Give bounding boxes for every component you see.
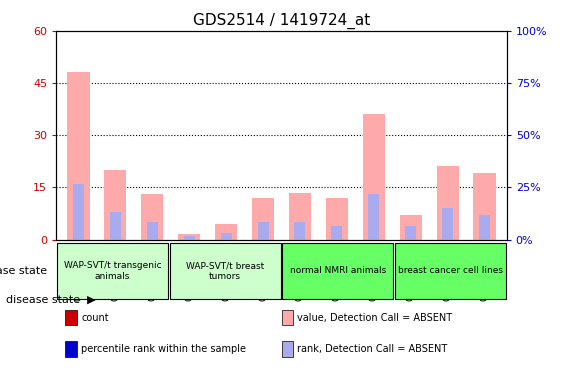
Bar [326,198,348,240]
Text: count: count [81,313,109,323]
Text: disease state: disease state [0,266,47,276]
Bar [215,224,237,240]
Bar [147,222,158,240]
Bar [252,198,274,240]
Bar [294,222,306,240]
Bar [436,166,459,240]
Bar [65,341,77,357]
Text: breast cancer cell lines: breast cancer cell lines [398,266,503,275]
Bar [110,212,121,240]
FancyBboxPatch shape [57,243,168,299]
Bar [405,225,416,240]
Bar [363,114,385,240]
Text: percentile rank within the sample: percentile rank within the sample [81,344,246,354]
Bar [141,194,163,240]
Bar [368,194,379,240]
Bar [178,234,200,240]
Bar [73,184,84,240]
Bar [473,174,495,240]
Text: WAP-SVT/t breast
tumors: WAP-SVT/t breast tumors [186,261,264,281]
Bar [257,222,269,240]
FancyBboxPatch shape [283,243,393,299]
Bar [68,73,90,240]
Text: rank, Detection Call = ABSENT: rank, Detection Call = ABSENT [297,344,448,354]
Text: value, Detection Call = ABSENT: value, Detection Call = ABSENT [297,313,453,323]
Bar [479,215,490,240]
Bar [221,233,231,240]
Bar [332,225,342,240]
Bar [104,170,127,240]
Text: normal NMRI animals: normal NMRI animals [290,266,386,275]
Bar [184,236,195,240]
Bar [282,310,293,325]
Text: disease state  ▶: disease state ▶ [6,295,95,305]
Bar [282,341,293,357]
FancyBboxPatch shape [170,243,280,299]
Title: GDS2514 / 1419724_at: GDS2514 / 1419724_at [193,13,370,29]
Bar [65,310,77,325]
Bar [442,208,453,240]
Bar [400,215,422,240]
Text: WAP-SVT/t transgenic
animals: WAP-SVT/t transgenic animals [64,261,162,281]
FancyBboxPatch shape [395,243,506,299]
Bar [289,192,311,240]
